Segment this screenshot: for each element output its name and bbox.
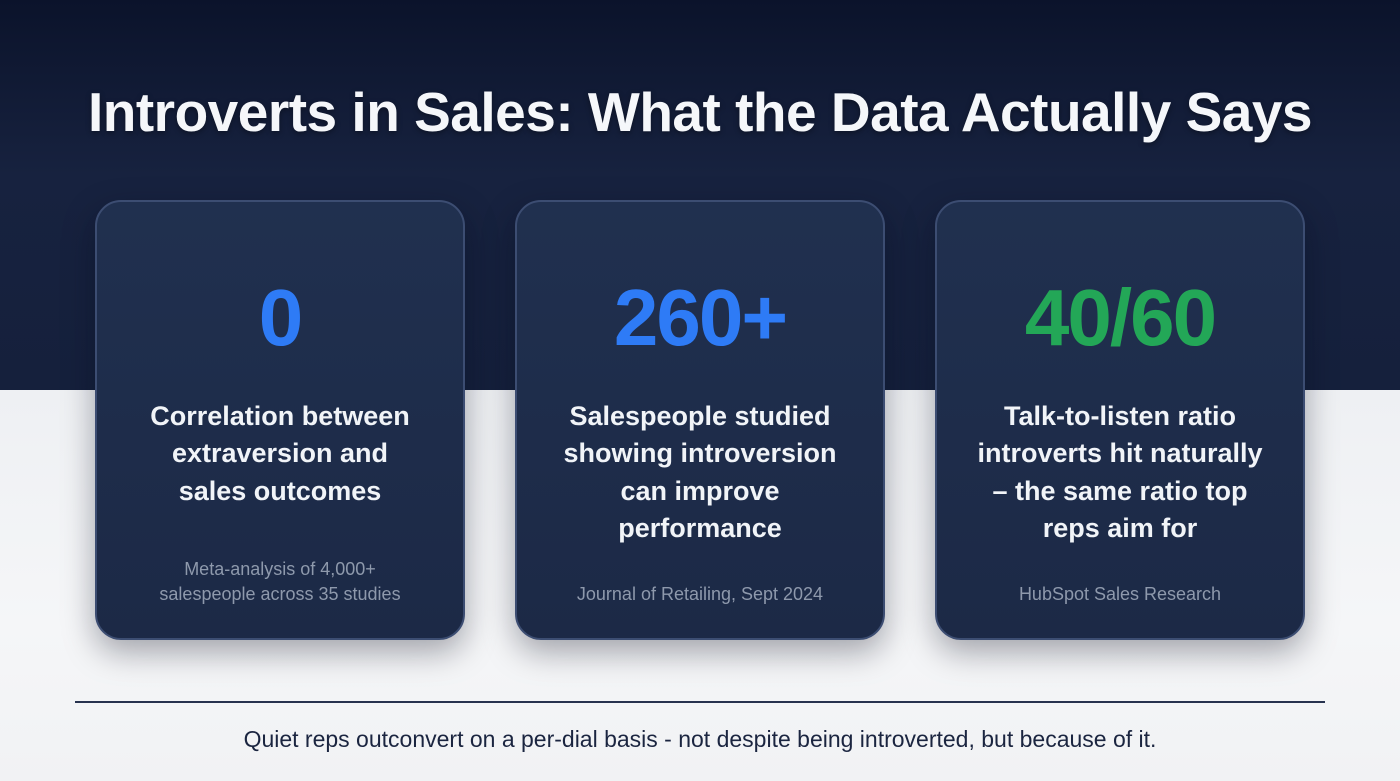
stat-source: HubSpot Sales Research xyxy=(1018,583,1222,604)
footer-takeaway-text: Quiet reps outconvert on a per-dial basi… xyxy=(243,726,1157,752)
stat-heading: Talk-to-listen ratio introverts hit natu… xyxy=(977,401,1263,543)
stat-value: 0 xyxy=(258,273,303,362)
stat-source: Meta-analysis of 4,000+ salespeople acro… xyxy=(159,559,401,604)
stat-card-correlation: 0 Correlation between extraversion and s… xyxy=(95,200,465,640)
stat-source: Journal of Retailing, Sept 2024 xyxy=(576,583,824,604)
stat-value: 260+ xyxy=(613,273,788,362)
footer-divider xyxy=(75,701,1325,703)
stat-value: 40/60 xyxy=(1024,273,1217,362)
stat-heading: Correlation between extraversion and sal… xyxy=(150,401,410,506)
stat-cards-row: 0 Correlation between extraversion and s… xyxy=(95,200,1305,640)
stat-heading: Salespeople studied showing introversion… xyxy=(563,401,837,543)
stat-card-talk-listen-ratio: 40/60 Talk-to-listen ratio introverts hi… xyxy=(935,200,1305,640)
stat-card-salespeople-studied: 260+ Salespeople studied showing introve… xyxy=(515,200,885,640)
page-title: Introverts in Sales: What the Data Actua… xyxy=(87,81,1313,143)
